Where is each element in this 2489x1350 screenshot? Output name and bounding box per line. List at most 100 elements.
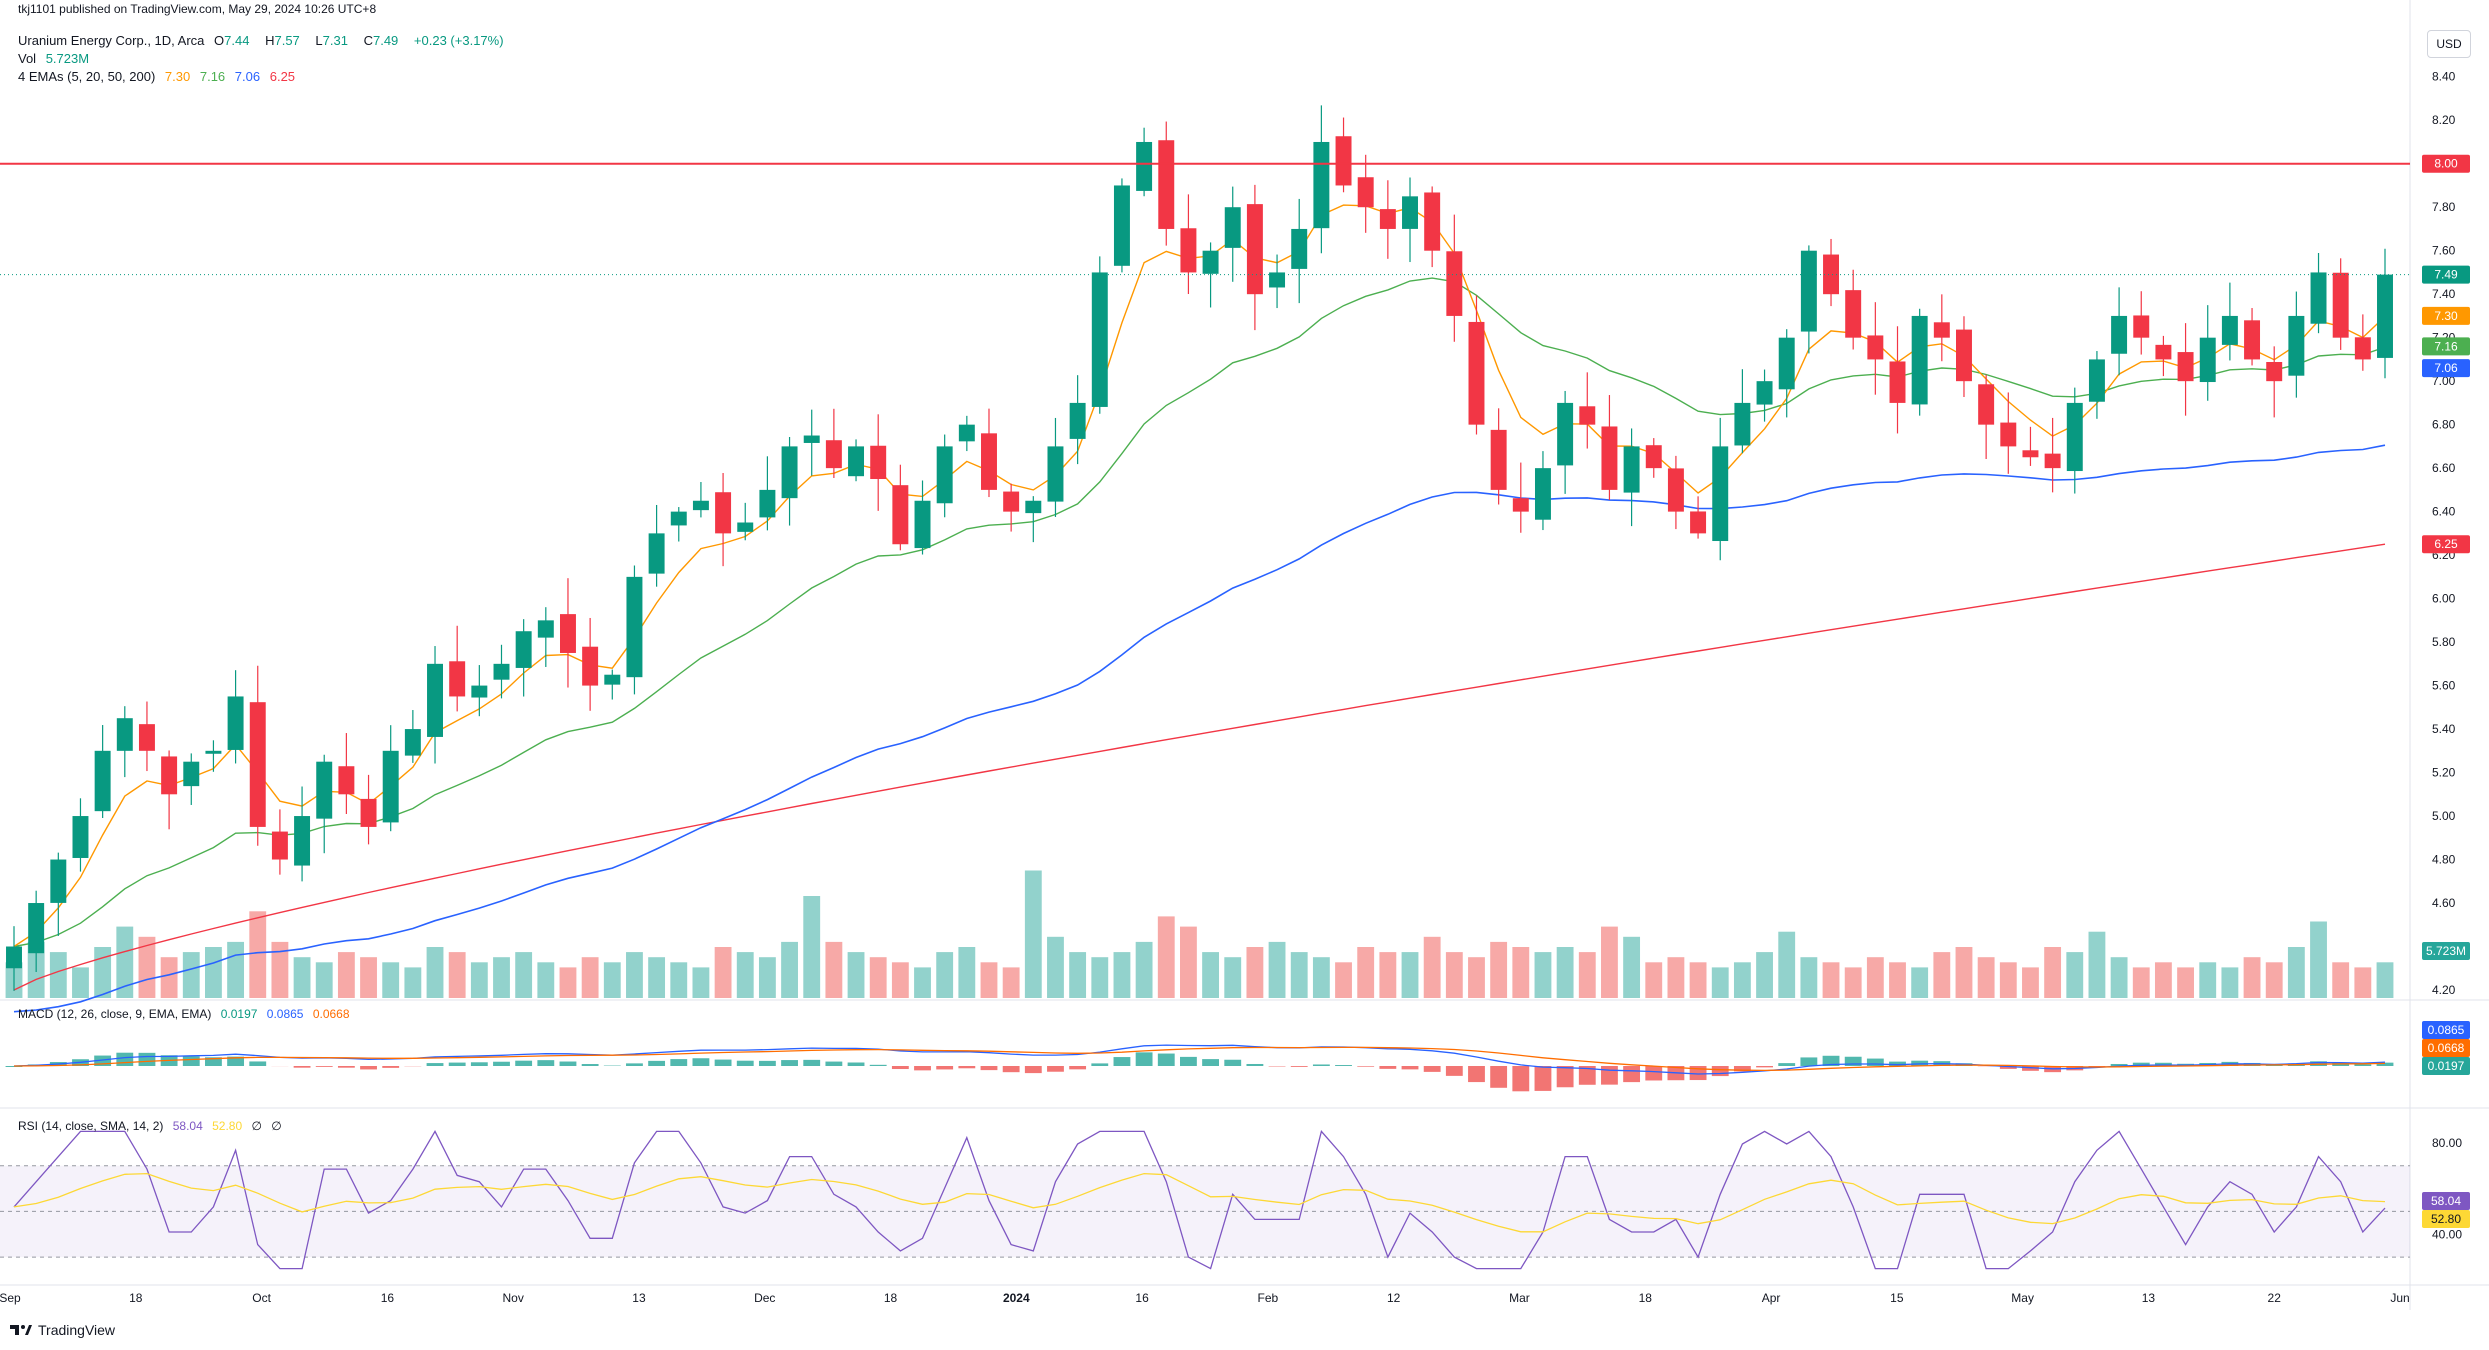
macd-histogram-bar: [1711, 1066, 1729, 1077]
candle-body: [1047, 446, 1064, 502]
macd-histogram-bar: [1157, 1053, 1175, 1066]
candle-body: [1933, 322, 1950, 338]
candle-body: [2088, 359, 2105, 402]
volume-legend[interactable]: Vol 5.723M: [18, 50, 95, 68]
volume-bar: [1578, 952, 1596, 998]
macd-histogram-bar: [670, 1059, 688, 1066]
macd-histogram-bar: [869, 1064, 887, 1066]
volume-bar: [692, 967, 710, 998]
price-tick-label: 5.40: [2432, 722, 2456, 736]
ema200-price-label: 6.25: [2434, 537, 2458, 551]
volume-bar: [1069, 952, 1087, 998]
volume-bar: [1534, 952, 1552, 998]
candle-body: [1402, 196, 1418, 229]
volume-bar: [360, 957, 377, 998]
candle-body: [848, 446, 865, 477]
macd-histogram-bar: [1312, 1064, 1330, 1066]
volume-bar: [2022, 967, 2039, 998]
candle-body: [715, 492, 732, 534]
candle-body: [737, 522, 754, 532]
ohlc-change: +0.23 (+3.17%): [413, 33, 504, 48]
volume-bar: [1911, 967, 1929, 998]
time-tick-label: 13: [632, 1291, 646, 1305]
macd-histogram-bar: [116, 1052, 134, 1066]
candle-body: [2133, 315, 2150, 338]
candle-body: [294, 816, 311, 866]
volume-bar: [1800, 957, 1818, 998]
volume-bar: [1423, 936, 1441, 998]
horizontal-line-8[interactable]: [0, 162, 2410, 276]
candle-body: [1956, 329, 1972, 382]
macd-histogram-bar: [138, 1052, 156, 1066]
currency-button[interactable]: USD: [2427, 30, 2471, 58]
volume-bar: [825, 941, 843, 998]
candle-body: [1291, 228, 1308, 269]
macd-histogram-bar: [537, 1060, 555, 1066]
price-tick-label: 5.20: [2432, 766, 2456, 780]
macd-hist-label: 0.0197: [2428, 1059, 2465, 1073]
candle-body: [338, 766, 355, 795]
macd-histogram-bar: [293, 1066, 311, 1068]
volume-bar: [1490, 941, 1508, 998]
macd-histogram-bar: [1069, 1066, 1087, 1070]
volume-bar: [1290, 952, 1308, 998]
macd-histogram-bar: [1733, 1066, 1751, 1072]
volume-bar: [2066, 952, 2084, 998]
candle-body: [892, 485, 909, 545]
candle-body: [382, 750, 399, 823]
macd-histogram-bar: [2354, 1064, 2372, 1066]
macd-legend[interactable]: MACD (12, 26, close, 9, EMA, EMA) 0.0197…: [18, 1005, 356, 1023]
candle-body: [1690, 511, 1707, 534]
price-tick-label: 7.80: [2432, 200, 2456, 214]
macd-histogram-bar: [1601, 1066, 1618, 1085]
time-tick-label: 18: [1639, 1291, 1653, 1305]
ema-legend[interactable]: 4 EMAs (5, 20, 50, 200) 7.30 7.16 7.06 6…: [18, 68, 301, 86]
symbol-legend[interactable]: Uranium Energy Corp., 1D, Arca O7.44 H7.…: [18, 32, 510, 50]
macd-histogram-bar: [1556, 1066, 1574, 1088]
candle-body: [1136, 141, 1153, 191]
macd-histogram-bar: [493, 1061, 510, 1066]
macd-hist-value: 0.0197: [220, 1007, 258, 1021]
candle-body: [1800, 250, 1817, 332]
time-tick-label: 16: [381, 1291, 395, 1305]
time-tick-label: Feb: [1258, 1291, 1279, 1305]
candle-body: [1446, 251, 1463, 316]
candle-body: [2044, 453, 2061, 469]
price-tick-label: 7.40: [2432, 287, 2456, 301]
candle-body: [1424, 192, 1441, 251]
macd-histogram-bar: [1202, 1059, 1219, 1066]
price-tick-label: 4.20: [2432, 983, 2456, 997]
ema200-value: 6.25: [269, 69, 296, 84]
volume-bar: [869, 957, 887, 998]
candle-body: [2354, 337, 2371, 360]
ema50-price-label-bg: [2422, 359, 2470, 378]
macd-signal-value: 0.0668: [312, 1007, 350, 1021]
time-tick-label: Sep: [0, 1291, 21, 1305]
candle-body: [914, 500, 931, 549]
candle-body: [1645, 445, 1662, 469]
macd-histogram-bar: [1246, 1063, 1264, 1066]
macd-histogram-bar: [94, 1055, 112, 1066]
volume-bar: [1468, 957, 1485, 998]
volume-bar: [448, 952, 466, 998]
volume-bar: [847, 952, 865, 998]
volume-bar: [293, 957, 311, 998]
macd-line-label: 0.0865: [2428, 1023, 2465, 1037]
price-tick-label: 7.60: [2432, 244, 2456, 258]
rsi-ma-value: 52.80: [212, 1119, 243, 1133]
volume-bar: [2132, 967, 2150, 998]
macd-histogram-bar: [581, 1064, 599, 1066]
candle-body: [94, 750, 111, 812]
candle-body: [1335, 136, 1352, 186]
candle-body: [183, 761, 200, 787]
macd-histogram-bar: [1822, 1055, 1840, 1066]
ema20-price-label: 7.16: [2434, 339, 2458, 353]
volume-bar: [603, 962, 621, 998]
rsi-legend[interactable]: RSI (14, close, SMA, 14, 2) 58.04 52.80 …: [18, 1117, 288, 1135]
time-tick-label: 2024: [1003, 1291, 1030, 1305]
volume-bar: [116, 926, 134, 998]
volume-bar: [1645, 962, 1663, 998]
macd-histogram-bar: [758, 1060, 776, 1066]
macd-histogram-bar: [692, 1058, 710, 1066]
macd-histogram-bar: [980, 1066, 998, 1071]
